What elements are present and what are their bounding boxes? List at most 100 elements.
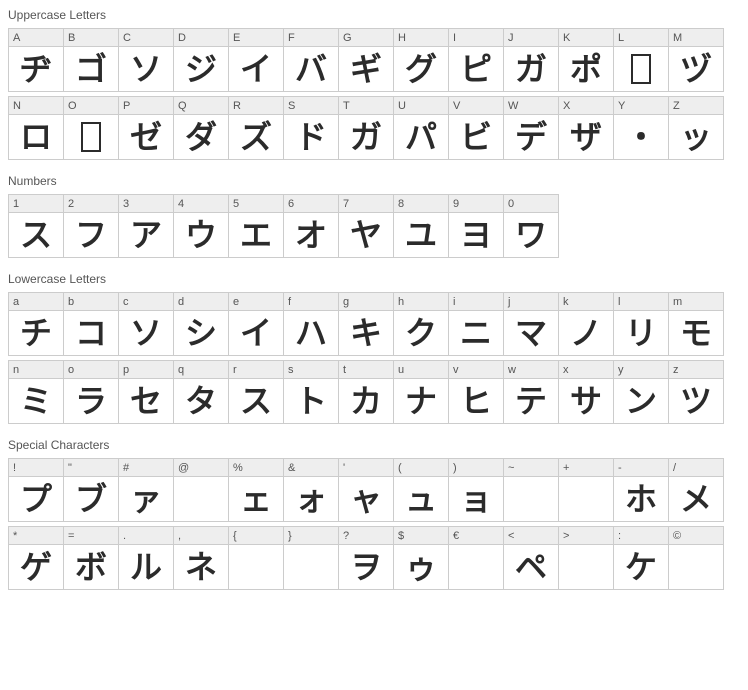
char-cell[interactable]: nミ	[8, 360, 64, 424]
char-cell[interactable]: =ボ	[63, 526, 119, 590]
char-cell[interactable]: 4ウ	[173, 194, 229, 258]
char-cell[interactable]: kノ	[558, 292, 614, 356]
char-cell[interactable]: -ホ	[613, 458, 669, 522]
char-cell[interactable]: Wデ	[503, 96, 559, 160]
char-cell[interactable]: Mヅ	[668, 28, 724, 92]
char-label: #	[119, 459, 173, 477]
char-cell[interactable]: vヒ	[448, 360, 504, 424]
char-cell[interactable]: qタ	[173, 360, 229, 424]
char-cell[interactable]: {	[228, 526, 284, 590]
char-cell[interactable]: Bゴ	[63, 28, 119, 92]
char-glyph: ュ	[394, 477, 448, 521]
char-cell[interactable]: Qダ	[173, 96, 229, 160]
char-cell[interactable]: /メ	[668, 458, 724, 522]
char-cell[interactable]: Tガ	[338, 96, 394, 160]
char-cell[interactable]: (ュ	[393, 458, 449, 522]
char-cell[interactable]: Jガ	[503, 28, 559, 92]
char-glyph	[504, 477, 558, 521]
char-cell[interactable]: pセ	[118, 360, 174, 424]
font-character-map: Uppercase LettersAヂBゴCソDジEイFバGギHグIピJガKポL…	[8, 8, 740, 590]
char-cell[interactable]: Rズ	[228, 96, 284, 160]
char-cell[interactable]: .ル	[118, 526, 174, 590]
char-cell[interactable]: jマ	[503, 292, 559, 356]
char-cell[interactable]: +	[558, 458, 614, 522]
char-cell[interactable]: Kポ	[558, 28, 614, 92]
char-cell[interactable]: tカ	[338, 360, 394, 424]
char-cell[interactable]: ,ネ	[173, 526, 229, 590]
char-cell[interactable]: L	[613, 28, 669, 92]
char-cell[interactable]: ?ヲ	[338, 526, 394, 590]
char-cell[interactable]: rス	[228, 360, 284, 424]
char-cell[interactable]: fハ	[283, 292, 339, 356]
char-cell[interactable]: €	[448, 526, 504, 590]
char-cell[interactable]: 7ヤ	[338, 194, 394, 258]
char-cell[interactable]: cソ	[118, 292, 174, 356]
char-cell[interactable]: mモ	[668, 292, 724, 356]
char-cell[interactable]: Dジ	[173, 28, 229, 92]
char-cell[interactable]: Iピ	[448, 28, 504, 92]
char-cell[interactable]: 6オ	[283, 194, 339, 258]
char-cell[interactable]: bコ	[63, 292, 119, 356]
char-cell[interactable]: Vビ	[448, 96, 504, 160]
char-cell[interactable]: Xザ	[558, 96, 614, 160]
char-cell[interactable]: Sド	[283, 96, 339, 160]
char-cell[interactable]: >	[558, 526, 614, 590]
char-cell[interactable]: Uパ	[393, 96, 449, 160]
char-cell[interactable]: Gギ	[338, 28, 394, 92]
char-cell[interactable]: dシ	[173, 292, 229, 356]
char-cell[interactable]: @	[173, 458, 229, 522]
char-glyph: ヤ	[339, 213, 393, 257]
char-cell[interactable]: iニ	[448, 292, 504, 356]
char-cell[interactable]: )ョ	[448, 458, 504, 522]
char-cell[interactable]: uナ	[393, 360, 449, 424]
char-cell[interactable]: O	[63, 96, 119, 160]
char-glyph: ギ	[339, 47, 393, 91]
char-cell[interactable]: oラ	[63, 360, 119, 424]
char-glyph: キ	[339, 311, 393, 355]
char-cell[interactable]: Nロ	[8, 96, 64, 160]
char-cell[interactable]: Zッ	[668, 96, 724, 160]
char-cell[interactable]: yン	[613, 360, 669, 424]
char-cell[interactable]: 9ヨ	[448, 194, 504, 258]
char-cell[interactable]: &ォ	[283, 458, 339, 522]
char-glyph: ジ	[174, 47, 228, 91]
char-cell[interactable]: Aヂ	[8, 28, 64, 92]
char-cell[interactable]: "ブ	[63, 458, 119, 522]
char-cell[interactable]: 2フ	[63, 194, 119, 258]
char-cell[interactable]: 5エ	[228, 194, 284, 258]
char-cell[interactable]: 0ワ	[503, 194, 559, 258]
char-cell[interactable]: sト	[283, 360, 339, 424]
char-cell[interactable]: :ケ	[613, 526, 669, 590]
char-cell[interactable]: <ペ	[503, 526, 559, 590]
char-cell[interactable]: Hグ	[393, 28, 449, 92]
char-cell[interactable]: *ゲ	[8, 526, 64, 590]
char-cell[interactable]: zツ	[668, 360, 724, 424]
char-glyph: ユ	[394, 213, 448, 257]
char-cell[interactable]: 8ユ	[393, 194, 449, 258]
char-cell[interactable]: %ェ	[228, 458, 284, 522]
char-cell[interactable]: Eイ	[228, 28, 284, 92]
empty-glyph-box	[81, 122, 101, 152]
char-cell[interactable]: }	[283, 526, 339, 590]
char-cell[interactable]: Pゼ	[118, 96, 174, 160]
char-cell[interactable]: lリ	[613, 292, 669, 356]
char-cell[interactable]: aチ	[8, 292, 64, 356]
char-cell[interactable]: ~	[503, 458, 559, 522]
char-cell[interactable]: wテ	[503, 360, 559, 424]
char-glyph	[669, 545, 723, 589]
char-cell[interactable]: hク	[393, 292, 449, 356]
char-cell[interactable]: eイ	[228, 292, 284, 356]
char-cell[interactable]: xサ	[558, 360, 614, 424]
char-cell[interactable]: !プ	[8, 458, 64, 522]
char-cell[interactable]: 3ア	[118, 194, 174, 258]
char-cell[interactable]: $ゥ	[393, 526, 449, 590]
char-cell[interactable]: Fバ	[283, 28, 339, 92]
char-cell[interactable]: #ァ	[118, 458, 174, 522]
char-cell[interactable]: 1ス	[8, 194, 64, 258]
char-cell[interactable]: 'ャ	[338, 458, 394, 522]
char-cell[interactable]: Y・	[613, 96, 669, 160]
char-cell[interactable]: Cソ	[118, 28, 174, 92]
char-row: 1ス2フ3ア4ウ5エ6オ7ヤ8ユ9ヨ0ワ	[8, 194, 740, 258]
char-cell[interactable]: ©	[668, 526, 724, 590]
char-cell[interactable]: gキ	[338, 292, 394, 356]
